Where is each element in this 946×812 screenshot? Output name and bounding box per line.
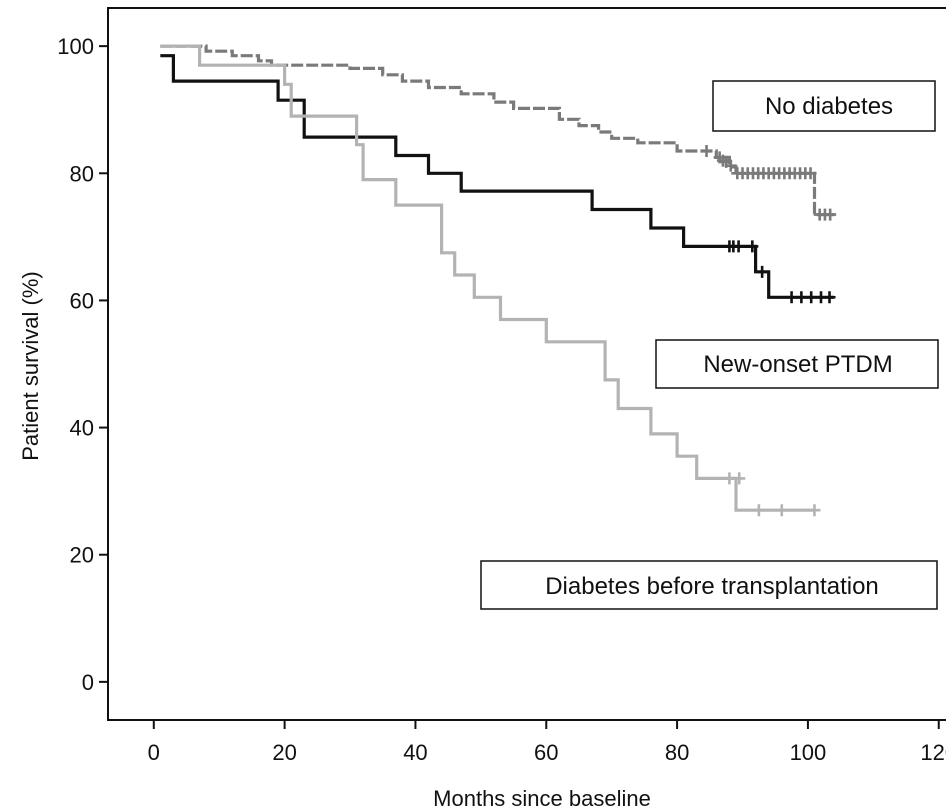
x-tick-label: 120 <box>920 740 946 765</box>
censor-mark-new-onset-ptdm <box>732 240 745 253</box>
censor-mark-new-onset-ptdm <box>746 240 759 253</box>
x-tick-label: 40 <box>403 740 427 765</box>
callout-box-no-diabetes <box>712 80 936 132</box>
series-no-diabetes <box>160 44 837 221</box>
series-line-new-onset-ptdm <box>160 54 835 299</box>
callout-label-diabetes-before-transplantation: Diabetes before transplantation <box>545 573 879 600</box>
x-axis: 0 20 40 60 80 100 120 <box>148 720 946 765</box>
callout-label-new-onset-ptdm: New-onset PTDM <box>703 351 892 378</box>
plot-frame <box>107 7 946 721</box>
x-tick-label: 100 <box>790 740 827 765</box>
y-tick-label: 40 <box>70 416 94 441</box>
y-tick-label: 60 <box>70 288 94 313</box>
callout-box-new-onset-ptdm <box>655 339 939 389</box>
censor-mark-diabetes-before-transplantation <box>808 504 821 517</box>
y-tick-label: 20 <box>70 543 94 568</box>
censor-mark-diabetes-before-transplantation <box>775 504 788 517</box>
y-tick-label: 80 <box>70 161 94 186</box>
censor-mark-diabetes-before-transplantation <box>733 472 746 485</box>
callout-new-onset-ptdm: New-onset PTDM <box>655 339 939 389</box>
censor-mark-no-diabetes <box>700 145 713 158</box>
series-line-diabetes-before-transplantation <box>160 44 815 512</box>
y-axis-title: Patient survival (%) <box>18 271 43 461</box>
series-diabetes-before-transplantation <box>160 44 821 517</box>
y-tick-label: 100 <box>57 34 94 59</box>
censor-mark-no-diabetes <box>724 159 737 172</box>
x-axis-title: Months since baseline <box>433 786 651 811</box>
series-layer <box>160 44 837 517</box>
x-tick-label: 80 <box>665 740 689 765</box>
callout-label-no-diabetes: No diabetes <box>765 93 893 120</box>
x-tick-label: 0 <box>148 740 160 765</box>
y-tick-label: 0 <box>82 670 94 695</box>
callout-no-diabetes: No diabetes <box>712 80 936 132</box>
x-tick-label: 60 <box>534 740 558 765</box>
censor-mark-new-onset-ptdm <box>823 291 836 304</box>
censor-mark-no-diabetes <box>804 167 817 180</box>
series-new-onset-ptdm <box>160 54 836 304</box>
x-tick-label: 20 <box>272 740 296 765</box>
y-axis: 0 20 40 60 80 100 <box>57 34 108 695</box>
censor-mark-no-diabetes <box>824 208 837 221</box>
callout-box-diabetes-before-transplantation <box>480 560 938 610</box>
censor-mark-new-onset-ptdm <box>756 265 769 278</box>
censor-mark-diabetes-before-transplantation <box>752 504 765 517</box>
callout-diabetes-before-transplantation: Diabetes before transplantation <box>480 560 938 610</box>
